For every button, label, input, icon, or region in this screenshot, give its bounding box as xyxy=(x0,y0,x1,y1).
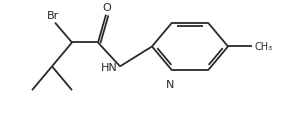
Text: O: O xyxy=(103,3,111,13)
Text: N: N xyxy=(166,80,174,90)
Text: Br: Br xyxy=(47,11,59,21)
Text: CH₃: CH₃ xyxy=(255,42,273,52)
Text: HN: HN xyxy=(101,63,118,73)
